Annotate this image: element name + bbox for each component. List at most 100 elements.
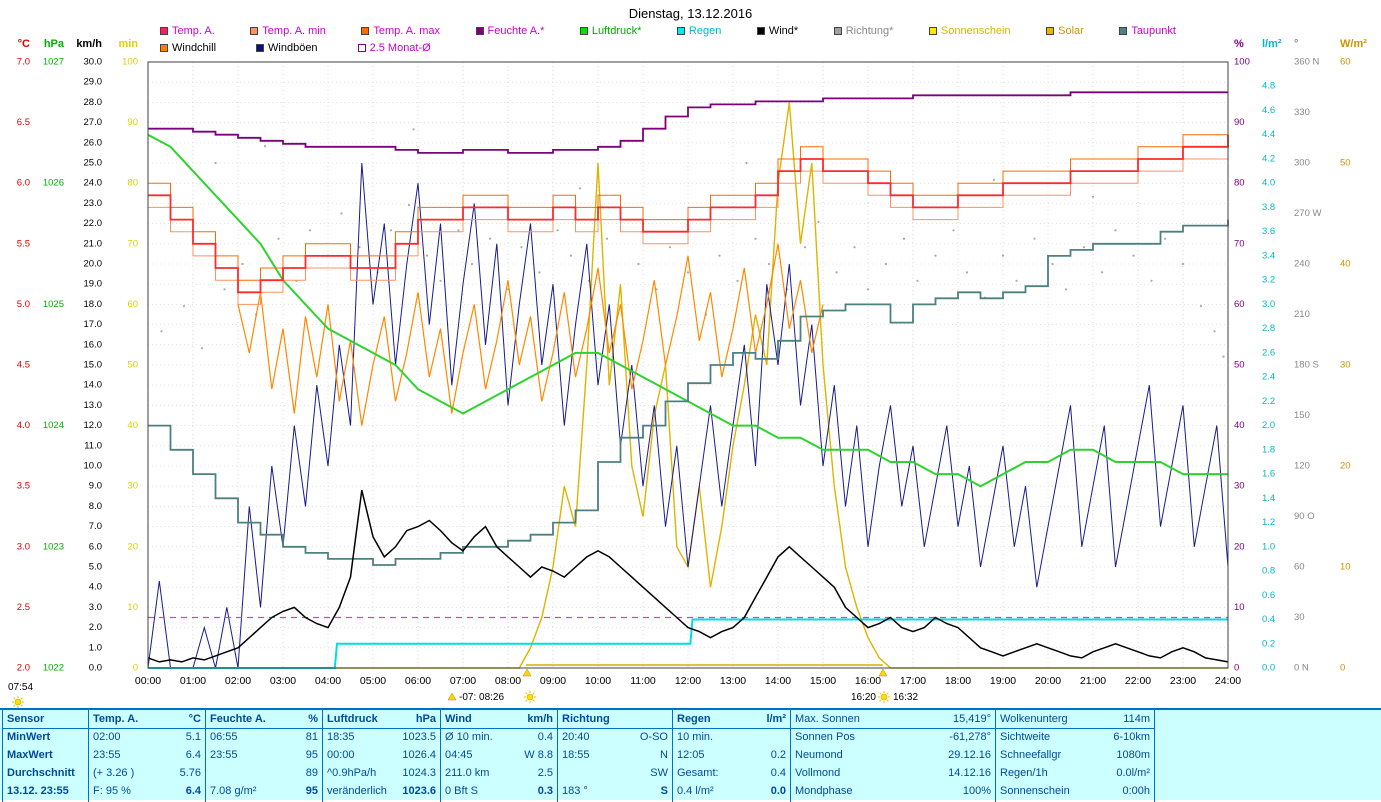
point-direction — [817, 220, 820, 223]
axis-tick-label: 4.6 — [1262, 105, 1275, 116]
legend-item-sonnenschein[interactable]: Sonnenschein — [928, 25, 1011, 37]
footer-group-header-misc: Wolkenunterg 114m — [996, 710, 1154, 728]
axis-tick-label: 1.4 — [1262, 493, 1275, 504]
temp-a-swatch-icon — [160, 27, 168, 35]
legend-item-luftdruck[interactable]: Luftdruck* — [579, 25, 641, 37]
point-direction — [470, 262, 474, 266]
point-direction — [952, 229, 955, 232]
footer-cell-value: 0.0l/m² — [1116, 767, 1150, 779]
footer-cell-value: km/h — [527, 713, 553, 725]
axis-tick-label: 2.6 — [1262, 347, 1275, 358]
footer-data-row: 0 Bft S 0.3 — [441, 782, 557, 800]
axis-tick-label: 60 — [1340, 57, 1351, 68]
axis-tick-label: 19.0 — [84, 279, 103, 290]
point-direction — [340, 212, 343, 215]
x-axis-tick-label: 00:00 — [135, 675, 161, 687]
footer-cell-value: SW — [650, 767, 668, 779]
legend-item-temp-a-min[interactable]: Temp. A. min — [250, 25, 326, 37]
point-direction — [1051, 262, 1054, 266]
temp-a-max-swatch-icon — [361, 27, 370, 35]
axis-tick-label: 7.0 — [89, 521, 102, 532]
point-direction — [457, 229, 460, 232]
footer-group-astro: Max. Sonnen 15,419° Sonnen Pos -61,278° Neum… — [790, 710, 995, 802]
axis-tick-label: 4.0 — [17, 420, 30, 431]
point-direction — [241, 262, 244, 266]
axis-tick-label: 15.0 — [84, 360, 103, 371]
axis-tick-label: 3.0 — [89, 602, 102, 613]
axis-tick-label: 1.0 — [89, 642, 102, 653]
x-axis-tick-label: 04:00 — [315, 675, 341, 687]
legend-item-wind[interactable]: Wind* — [756, 25, 798, 37]
x-axis-tick-label: 14:00 — [765, 675, 791, 687]
axis-tick-label: 0.4 — [1262, 614, 1275, 625]
legend-item-windboeen[interactable]: Windböen — [256, 42, 318, 54]
footer-cell-value: 1024.3 — [402, 767, 436, 779]
axis-tick-label: 1.8 — [1262, 444, 1275, 455]
axis-tick-label: 4.5 — [17, 360, 30, 371]
footer-data-row: Gesamt: 0.4 — [673, 764, 790, 782]
axis-tick-label: 2.5 — [17, 602, 30, 613]
legend-item-monat-avg[interactable]: 2.5 Monat-Ø — [357, 42, 431, 54]
series-humidity-line — [148, 91, 1228, 154]
footer-data-row: 18:55 N — [558, 746, 672, 764]
weather-chart: °C 7.0 6.5 6.0 5.5 5.0 4.5 4.0 3.5 3.0 2.5 2.0 hPa 10… — [8, 38, 1367, 709]
footer-cell-label: Max. Sonnen — [795, 713, 860, 725]
taupunkt-swatch-icon — [1119, 27, 1128, 35]
legend-item-taupunkt[interactable]: Taupunkt — [1119, 25, 1176, 37]
axis-tick-label: 25.0 — [84, 158, 103, 169]
axis-tick-label: 210 — [1294, 309, 1310, 320]
footer-data-row: 211.0 km 2.5 — [441, 764, 557, 782]
point-direction — [686, 271, 690, 274]
footer-data-row: 10 min. — [673, 728, 790, 746]
point-direction — [934, 254, 937, 257]
axis-tick-label: 11.0 — [84, 440, 102, 451]
sunrise-axis-triangle — [522, 668, 532, 677]
footer-cell-label: (+ 3.26 ) — [93, 767, 135, 779]
series-temp-min-line — [148, 146, 1229, 305]
legend-item-temp-a[interactable]: Temp. A. — [160, 25, 215, 37]
legend-item-feuchte-a[interactable]: Feuchte A.* — [475, 25, 544, 37]
svg-line — [13, 704, 16, 707]
footer-cell-value: 1023.6 — [402, 785, 436, 797]
footer-data-row: Sichtweite 6-10km — [996, 728, 1154, 746]
footer-cell-label: Temp. A. — [93, 713, 139, 725]
point-direction — [308, 229, 312, 232]
x-axis-tick-label: 22:00 — [1125, 675, 1151, 687]
legend-label-monat-avg: 2.5 Monat-Ø — [369, 42, 431, 54]
legend-item-windchill[interactable]: Windchill — [160, 42, 216, 54]
axis-tick-label: 2.8 — [1262, 323, 1275, 334]
footer-cell-value: S — [660, 785, 668, 797]
legend-item-regen[interactable]: Regen — [676, 25, 721, 37]
footer-data-row: F: 95 % 6.4 — [89, 782, 205, 800]
axis-tick-label: 30 — [127, 481, 138, 492]
sunset-end-label: 16:32 — [893, 692, 918, 703]
axis-tick-label: 4.0 — [89, 582, 102, 593]
axis-tick-label: 20 — [1340, 461, 1351, 472]
x-axis-tick-label: 03:00 — [270, 675, 296, 687]
footer-cell-value: 95 — [305, 785, 318, 797]
footer-cell-label: Regen — [677, 713, 711, 725]
axis-tick-label: 5.0 — [17, 299, 30, 310]
series-gusts-line — [147, 162, 1229, 669]
axis-tick-label: 60 — [1294, 562, 1305, 573]
axis-tick-label: 240 — [1294, 259, 1310, 270]
legend-item-temp-a-max[interactable]: Temp. A. max — [361, 25, 440, 37]
axis-tick-label: 3.6 — [1262, 226, 1275, 237]
svg-circle — [14, 698, 22, 706]
point-direction — [160, 330, 163, 333]
x-axis-tick-label: 11:00 — [630, 675, 656, 687]
legend-item-richtung[interactable]: Richtung* — [833, 25, 894, 37]
legend-label-richtung: Richtung* — [845, 25, 894, 37]
footer-cell-label: veränderlich — [327, 785, 387, 797]
legend-item-solar[interactable]: Solar — [1046, 25, 1084, 37]
series-wind-line — [147, 490, 1229, 663]
axis-tick-label: 28.0 — [84, 97, 103, 108]
svg-line — [20, 697, 23, 700]
axis-tick-label: 1.6 — [1262, 469, 1275, 480]
x-axis-tick-label: 21:00 — [1080, 675, 1106, 687]
point-direction — [884, 262, 888, 266]
footer-cell-label: Luftdruck — [327, 713, 378, 725]
footer-cell-label: Sensor — [7, 713, 45, 725]
point-direction — [425, 254, 429, 257]
point-direction — [1064, 288, 1068, 291]
